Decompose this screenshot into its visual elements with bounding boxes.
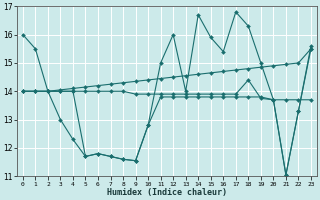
X-axis label: Humidex (Indice chaleur): Humidex (Indice chaleur) bbox=[107, 188, 227, 197]
